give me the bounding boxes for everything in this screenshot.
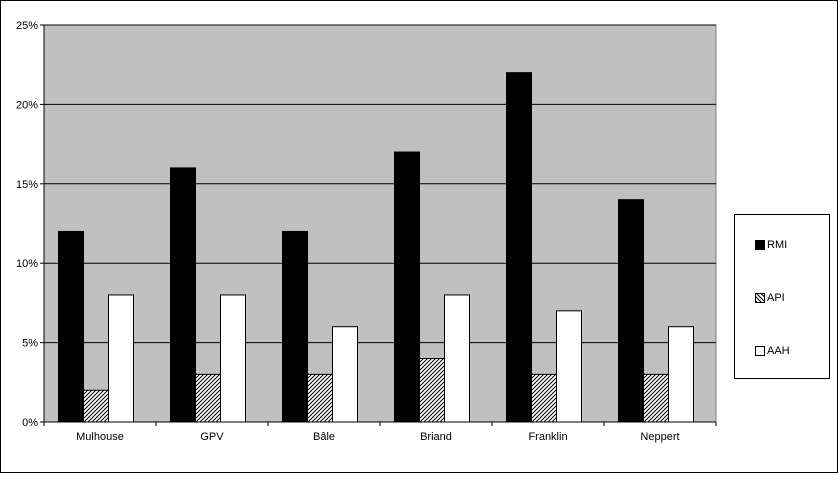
legend-swatch-rmi: [755, 240, 765, 250]
legend-swatch-aah: [755, 346, 765, 356]
bar-api-bâle: [307, 373, 333, 423]
y-tick-label: 5%: [22, 338, 38, 350]
bar-aah-briand: [444, 294, 470, 423]
x-tick-label: GPV: [200, 431, 224, 443]
bar-api-briand: [419, 357, 445, 423]
bar-api-neppert: [643, 373, 669, 423]
bar-rmi-franklin: [506, 72, 532, 423]
x-tick-label: Franklin: [528, 431, 567, 443]
bar-api-mulhouse: [83, 389, 109, 423]
bar-api-franklin: [531, 373, 557, 423]
bar-rmi-gpv: [170, 167, 196, 423]
x-tick-label: Mulhouse: [76, 431, 124, 443]
legend-label-rmi: RMI: [767, 239, 788, 251]
bar-rmi-bâle: [282, 230, 308, 423]
grid-lines: [44, 24, 716, 344]
bar-rmi-mulhouse: [58, 230, 84, 423]
y-tick-label: 20%: [16, 99, 38, 111]
bar-rmi-briand: [394, 151, 420, 423]
y-tick-label: 0%: [22, 417, 38, 429]
bars: [58, 72, 694, 423]
legend-item-rmi: RMI: [755, 239, 787, 251]
y-tick-label: 10%: [16, 258, 38, 270]
plot-area: [43, 24, 717, 423]
axes: 0% 5% 10% 15% 20% 25% Mulhouse GPV Bâle Briand Fra…: [16, 20, 717, 443]
bar-aah-mulhouse: [108, 294, 134, 423]
x-tick-label: Briand: [420, 431, 452, 443]
legend-swatch-api: [755, 293, 765, 303]
bar-aah-franklin: [556, 310, 582, 423]
legend: RMI API AAH: [734, 214, 830, 379]
y-tick-label: 25%: [16, 20, 38, 32]
x-tick-label: Neppert: [640, 431, 679, 443]
legend-item-aah: AAH: [755, 345, 790, 357]
legend-label-aah: AAH: [767, 345, 790, 357]
y-tick-label: 15%: [16, 179, 38, 191]
legend-item-api: API: [755, 292, 785, 304]
bar-rmi-neppert: [618, 199, 644, 423]
bar-api-gpv: [195, 373, 221, 423]
x-tick-label: Bâle: [313, 431, 335, 443]
bar-aah-gpv: [220, 294, 246, 423]
legend-label-api: API: [767, 292, 785, 304]
bar-aah-bâle: [332, 326, 358, 423]
bar-aah-neppert: [668, 326, 694, 423]
